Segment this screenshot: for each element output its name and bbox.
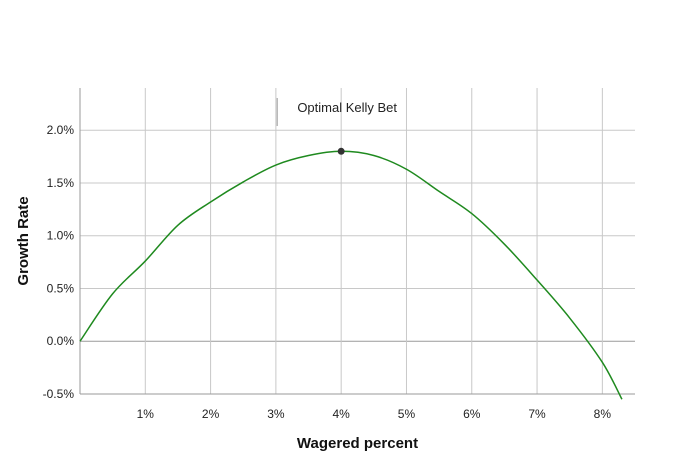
x-tick-label: 6% [463,407,481,421]
x-tick-label: 2% [202,407,220,421]
series-line-0 [79,150,623,400]
x-tick-label: 7% [528,407,546,421]
x-tick-label: 4% [333,407,351,421]
y-tick-label: 1.5% [47,176,75,190]
annotation-layer: Optimal Kelly Bet [276,98,397,155]
tick-labels: -0.5% 0.0% 0.5% 1.0% 1.5% 2.0% 1% 2% 3% 4% 5% 6% 7% 8… [43,123,612,421]
y-tick-label: 0.0% [47,334,75,348]
grid-lines [80,88,635,395]
axes [79,88,635,395]
y-tick-label: 1.0% [47,229,75,243]
y-axis-title: Growth Rate [15,196,32,285]
x-tick-label: 1% [137,407,155,421]
x-tick-label: 5% [398,407,416,421]
y-tick-label: -0.5% [43,387,75,401]
optimal-point-marker [337,147,345,155]
x-tick-label: 8% [594,407,612,421]
x-axis-title: Wagered percent [297,435,418,452]
annotation-label: Optimal Kelly Bet [297,100,397,115]
series-layer [79,150,623,400]
x-tick-label: 3% [267,407,285,421]
y-tick-label: 2.0% [47,123,75,137]
y-tick-label: 0.5% [47,281,75,295]
